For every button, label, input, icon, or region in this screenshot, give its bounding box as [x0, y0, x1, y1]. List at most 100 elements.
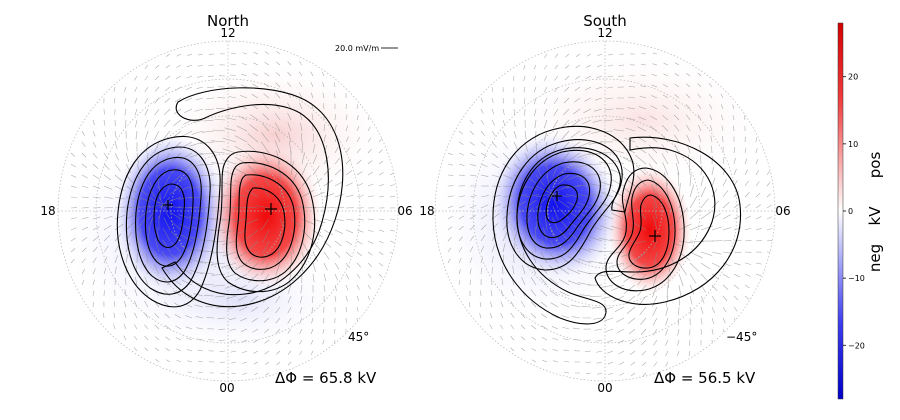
field-vector	[153, 264, 160, 275]
field-vector	[611, 200, 625, 209]
field-vector	[92, 174, 100, 180]
field-vector	[755, 159, 759, 165]
field-vector	[70, 196, 77, 198]
field-vector	[144, 347, 149, 352]
field-vector	[178, 185, 193, 192]
field-vector	[697, 83, 702, 88]
field-vector	[595, 86, 603, 90]
field-vector	[194, 304, 204, 308]
north-contour	[235, 174, 296, 270]
field-vector	[207, 86, 215, 88]
field-vector	[334, 251, 341, 259]
field-vector	[125, 221, 135, 231]
field-vector	[287, 122, 292, 132]
field-vector	[561, 315, 570, 319]
field-vector	[667, 251, 676, 265]
field-vector	[685, 93, 691, 99]
field-vector	[81, 196, 89, 199]
field-vector	[575, 53, 581, 57]
field-vector	[189, 269, 204, 275]
field-vector	[586, 372, 592, 374]
field-vector	[700, 155, 702, 165]
field-vector	[70, 185, 77, 188]
field-vector	[252, 339, 259, 344]
field-vector	[711, 251, 722, 255]
field-vector	[549, 277, 559, 286]
field-vector	[114, 255, 118, 264]
field-vector	[311, 317, 314, 324]
field-vector	[588, 236, 603, 242]
field-vector	[275, 284, 281, 294]
field-vector	[523, 64, 526, 70]
field-vector	[480, 141, 486, 147]
field-vector	[312, 295, 314, 303]
field-vector	[200, 272, 215, 275]
field-vector	[299, 350, 303, 356]
field-vector	[630, 350, 636, 355]
field-vector	[174, 314, 182, 319]
field-vector	[662, 115, 669, 121]
field-vector	[553, 119, 559, 129]
south-grid	[434, 40, 776, 382]
field-vector	[610, 225, 625, 231]
field-vector	[698, 135, 702, 143]
field-vector	[232, 207, 248, 209]
field-vector	[531, 336, 537, 341]
field-vector	[189, 258, 204, 264]
field-vector	[356, 183, 364, 187]
field-vector	[216, 108, 226, 110]
field-vector	[524, 199, 537, 209]
field-vector	[81, 130, 85, 136]
field-vector	[189, 152, 204, 158]
field-vector	[312, 143, 316, 154]
field-vector	[578, 141, 592, 148]
field-vector	[322, 92, 325, 99]
colorbar-unit-label: kV	[866, 206, 884, 226]
field-vector	[544, 53, 548, 58]
field-vector	[653, 240, 658, 250]
field-vector	[170, 231, 182, 242]
field-vector	[653, 216, 658, 231]
field-vector	[480, 224, 487, 231]
field-vector	[678, 207, 688, 220]
field-vector	[469, 152, 476, 157]
field-vector	[677, 317, 680, 326]
field-vector	[665, 339, 669, 346]
field-vector	[147, 216, 154, 231]
field-vector	[299, 339, 303, 345]
field-vector	[345, 182, 353, 187]
field-vector	[162, 277, 171, 286]
field-vector	[651, 284, 658, 298]
field-vector	[92, 185, 101, 189]
field-vector	[523, 97, 526, 105]
field-vector	[231, 361, 237, 364]
field-vector	[200, 174, 215, 177]
field-vector	[155, 64, 160, 69]
field-vector	[171, 265, 182, 275]
field-vector	[502, 185, 514, 188]
field-vector	[554, 86, 559, 93]
field-vector	[81, 163, 88, 168]
field-vector	[651, 74, 658, 77]
field-vector	[586, 64, 592, 68]
field-vector	[114, 174, 123, 182]
field-vector	[548, 252, 559, 264]
field-vector	[301, 152, 305, 165]
field-vector	[135, 130, 138, 140]
field-vector	[158, 205, 163, 220]
field-vector	[186, 75, 193, 79]
field-vector	[310, 339, 314, 345]
field-vector	[299, 102, 303, 110]
field-vector	[650, 105, 658, 110]
field-vector	[154, 312, 160, 319]
field-vector	[204, 294, 215, 297]
field-vector	[301, 218, 315, 225]
field-vector	[367, 273, 372, 279]
field-vector	[524, 194, 539, 198]
field-vector	[92, 130, 96, 137]
field-vector	[586, 53, 592, 57]
field-vector	[722, 328, 725, 335]
field-vector	[279, 205, 291, 209]
field-vector	[596, 75, 603, 79]
field-vector	[134, 312, 138, 319]
